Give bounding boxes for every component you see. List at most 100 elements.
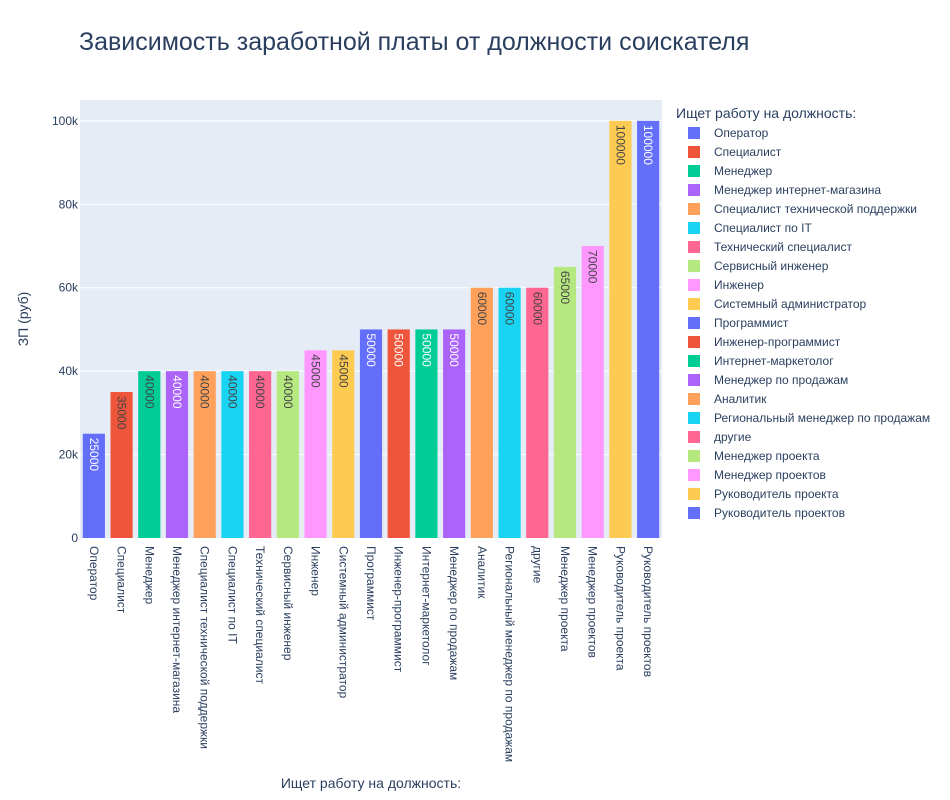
y-tick-label: 60k — [59, 281, 79, 295]
legend-item[interactable]: Руководитель проекта — [688, 487, 839, 501]
bar[interactable] — [193, 371, 216, 538]
x-tick-label: Оператор — [87, 546, 101, 601]
legend-label: Менеджер интернет-магазина — [714, 183, 881, 197]
legend-item[interactable]: Специалист — [688, 145, 782, 159]
x-tick-label: Интернет-маркетолог — [419, 546, 433, 666]
legend-swatch — [688, 127, 700, 139]
bar-value-label: 40000 — [281, 375, 295, 409]
bar-value-label: 25000 — [87, 438, 101, 472]
legend-item[interactable]: Менеджер интернет-магазина — [688, 183, 881, 197]
legend-label: другие — [714, 430, 752, 444]
legend-item[interactable]: Региональный менеджер по продажам — [688, 411, 930, 425]
bar[interactable] — [443, 329, 466, 538]
y-tick-label: 80k — [59, 197, 79, 211]
legend-item[interactable]: Программист — [688, 316, 789, 330]
legend-swatch — [688, 222, 700, 234]
bar[interactable] — [581, 246, 604, 538]
legend-label: Специалист — [714, 145, 782, 159]
legend-swatch — [688, 507, 700, 519]
bar[interactable] — [387, 329, 410, 538]
legend-item[interactable]: Оператор — [688, 126, 769, 140]
bar[interactable] — [609, 120, 632, 538]
x-tick-label: Технический специалист — [253, 546, 267, 684]
bar[interactable] — [165, 371, 189, 538]
x-tick-label: Специалист — [115, 546, 129, 614]
bar[interactable] — [415, 329, 438, 538]
legend-swatch — [688, 165, 700, 177]
bar-value-label: 40000 — [253, 375, 267, 409]
bar[interactable] — [82, 433, 105, 538]
x-tick-label: Инженер — [309, 546, 323, 596]
bar-value-label: 40000 — [198, 375, 212, 409]
y-tick-label: 0 — [71, 531, 78, 545]
bar[interactable] — [637, 120, 660, 538]
legend-swatch — [688, 469, 700, 481]
bar-value-label: 40000 — [225, 375, 239, 409]
legend-item[interactable]: другие — [688, 430, 752, 444]
bar[interactable] — [276, 371, 299, 538]
x-tick-label: Специалист технической поддержки — [198, 546, 212, 749]
x-tick-label: Менеджер проекта — [558, 546, 572, 652]
legend-item[interactable]: Аналитик — [688, 392, 767, 406]
legend-item[interactable]: Специалист технической поддержки — [688, 202, 917, 216]
bar[interactable] — [498, 287, 521, 538]
legend-item[interactable]: Менеджер — [688, 164, 773, 178]
bar-data-labels: 25000 35000 40000 40000 40000 40000 40000 40000… — [87, 125, 655, 472]
bar[interactable] — [138, 371, 161, 538]
legend-swatch — [688, 203, 700, 215]
legend-item[interactable]: Системный администратор — [688, 297, 867, 311]
bar[interactable] — [304, 350, 327, 538]
bar[interactable] — [110, 392, 133, 538]
bar-value-label: 70000 — [586, 250, 600, 284]
legend-item[interactable]: Менеджер проектов — [688, 468, 826, 482]
x-tick-label: Руководитель проектов — [641, 546, 655, 677]
legend-label: Руководитель проекта — [714, 487, 839, 501]
bar[interactable] — [332, 350, 355, 538]
x-tick-label: Менеджер — [142, 546, 156, 605]
x-axis-title: Ищет работу на должность: — [281, 775, 461, 791]
legend-label: Менеджер проекта — [714, 449, 820, 463]
legend-item[interactable]: Менеджер проекта — [688, 449, 820, 463]
bar[interactable] — [526, 287, 549, 538]
legend-label: Специалист технической поддержки — [714, 202, 917, 216]
bar-value-label: 50000 — [419, 333, 433, 367]
bar[interactable] — [249, 371, 272, 538]
legend-item[interactable]: Инженер — [688, 278, 764, 292]
bar-value-label: 50000 — [447, 333, 461, 367]
x-tick-label: Специалист по IT — [225, 546, 239, 644]
legend-item[interactable]: Специалист по IT — [688, 221, 812, 235]
legend-swatch — [688, 241, 700, 253]
bar[interactable] — [221, 371, 244, 538]
bar-value-label: 40000 — [142, 375, 156, 409]
x-tick-label: Системный администратор — [336, 546, 350, 699]
x-axis-ticks: Оператор Специалист Менеджер Менеджер интер… — [87, 546, 655, 762]
bar-value-label: 50000 — [392, 333, 406, 367]
legend-item[interactable]: Технический специалист — [688, 240, 852, 254]
y-tick-label: 100k — [52, 114, 79, 128]
legend-swatch — [688, 336, 700, 348]
legend-label: Региональный менеджер по продажам — [714, 411, 930, 425]
legend-label: Специалист по IT — [714, 221, 812, 235]
legend-swatch — [688, 374, 700, 386]
legend-swatch — [688, 260, 700, 272]
legend-swatch — [688, 298, 700, 310]
legend-item[interactable]: Менеджер по продажам — [688, 373, 848, 387]
legend-swatch — [688, 317, 700, 329]
x-tick-label: Менеджер интернет-магазина — [170, 546, 184, 713]
legend-label: Программист — [714, 316, 789, 330]
legend[interactable]: Ищет работу на должность: Оператор Специа… — [676, 105, 930, 520]
x-tick-label: Менеджер проектов — [586, 546, 600, 658]
legend-label: Инженер-программист — [714, 335, 841, 349]
legend-item[interactable]: Интернет-маркетолог — [688, 354, 834, 368]
bar[interactable] — [359, 329, 383, 538]
legend-items[interactable]: Оператор Специалист Менеджер Менеджер интер… — [688, 126, 930, 520]
legend-item[interactable]: Руководитель проектов — [688, 506, 845, 520]
legend-swatch — [688, 488, 700, 500]
legend-swatch — [688, 412, 700, 424]
bar[interactable] — [470, 287, 493, 538]
bar[interactable] — [553, 266, 577, 538]
legend-item[interactable]: Сервисный инженер — [688, 259, 829, 273]
legend-item[interactable]: Инженер-программист — [688, 335, 841, 349]
legend-swatch — [688, 393, 700, 405]
